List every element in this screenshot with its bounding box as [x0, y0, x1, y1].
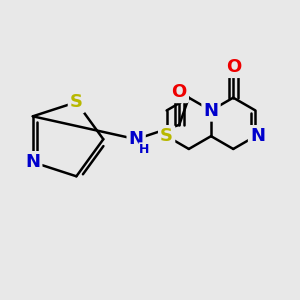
Text: N: N [25, 153, 40, 171]
Text: N: N [250, 127, 265, 145]
Text: N: N [129, 130, 144, 148]
Text: O: O [172, 83, 187, 101]
Text: S: S [160, 127, 173, 145]
Text: O: O [226, 58, 241, 76]
Text: S: S [70, 93, 83, 111]
Text: H: H [139, 143, 149, 156]
Text: N: N [203, 101, 218, 119]
